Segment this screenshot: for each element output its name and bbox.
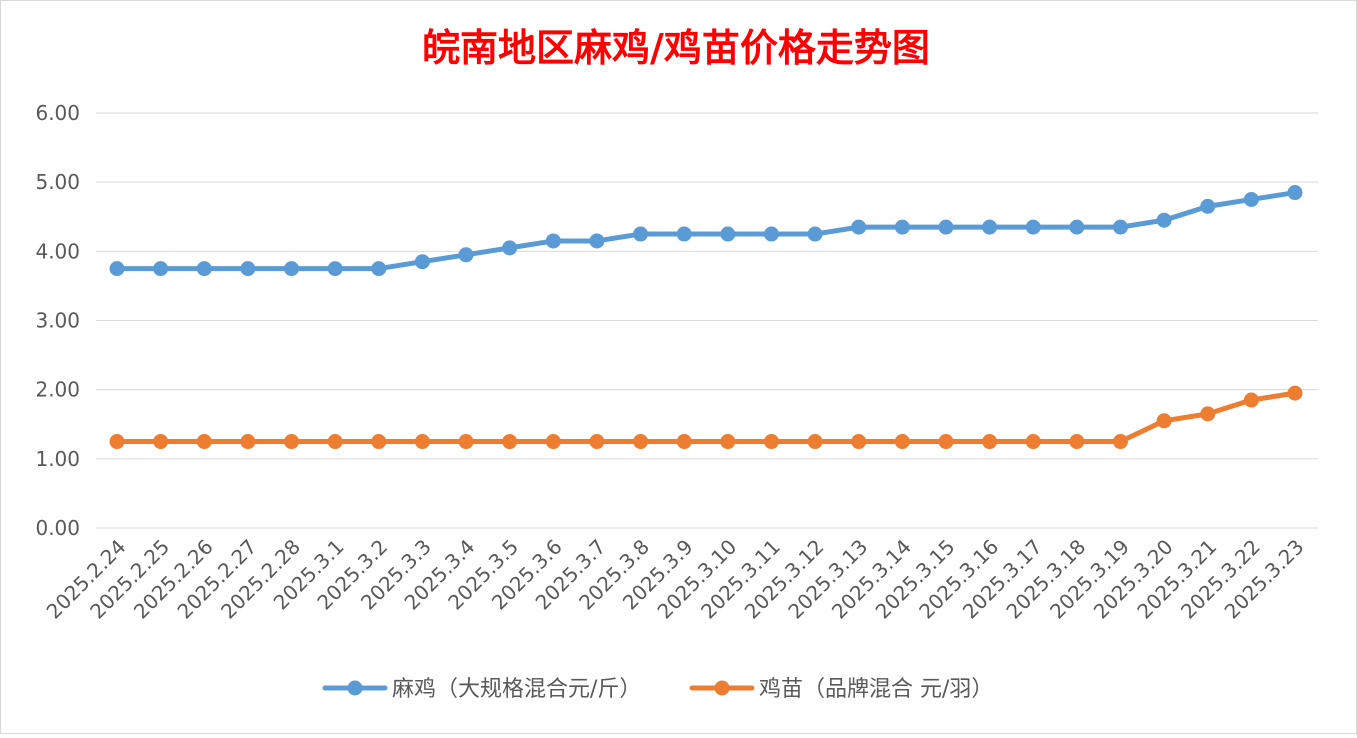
data-point [1287,385,1303,401]
data-point [807,434,823,450]
data-point [284,434,300,450]
data-point [807,226,823,242]
data-point [284,261,300,277]
legend-marker [714,680,730,696]
data-point [502,434,518,450]
y-tick-label: 2.00 [35,378,80,402]
data-point [1200,406,1216,422]
data-point [1243,191,1259,207]
series-2 [109,385,1303,450]
data-point [109,261,125,277]
y-tick-label: 3.00 [35,309,80,333]
data-point [458,247,474,263]
y-tick-label: 5.00 [35,170,80,194]
data-point [720,434,736,450]
data-point [240,434,256,450]
legend: 麻鸡（大规格混合元/斤） 鸡苗（品牌混合 元/羽） [322,677,993,702]
data-point [1287,185,1303,201]
data-point [153,434,169,450]
data-point [633,434,649,450]
series [109,185,1303,450]
data-point [1025,219,1041,235]
data-point [1112,434,1128,450]
data-point [458,434,474,450]
legend-marker [347,680,363,696]
legend-item: 麻鸡（大规格混合元/斤） [322,677,641,702]
data-point [589,434,605,450]
data-point [633,226,649,242]
y-tick-label: 6.00 [35,101,80,125]
data-point [414,434,430,450]
chart-title: 皖南地区麻鸡/鸡苗价格走势图 [422,25,930,70]
data-point [1243,392,1259,408]
data-point [327,261,343,277]
data-point [1200,198,1216,214]
data-point [851,434,867,450]
data-point [1069,434,1085,450]
gridlines [96,112,1318,529]
legend-label: 麻鸡（大规格混合元/斤） [392,677,641,702]
data-point [938,219,954,235]
data-point [1025,434,1041,450]
legend-label: 鸡苗（品牌混合 元/羽） [759,677,993,702]
data-point [1156,413,1172,429]
data-point [240,261,256,277]
data-point [1069,219,1085,235]
data-point [1112,219,1128,235]
y-tick-label: 0.00 [35,516,80,540]
data-point [982,434,998,450]
data-point [720,226,736,242]
data-point [327,434,343,450]
data-point [676,434,692,450]
data-point [153,261,169,277]
data-point [196,261,212,277]
data-point [763,434,779,450]
data-point [109,434,125,450]
data-point [371,261,387,277]
data-point [676,226,692,242]
series-line [114,390,1298,445]
data-point [545,434,561,450]
data-point [763,226,779,242]
data-point [414,254,430,270]
data-point [502,240,518,256]
series-1 [109,185,1303,277]
data-point [851,219,867,235]
y-tick-label: 4.00 [35,239,80,263]
x-axis-ticks: 2025.2.242025.2.252025.2.262025.2.272025… [42,535,1309,624]
y-axis-ticks: 0.00 1.00 2.00 3.00 4.00 5.00 6.00 [35,101,80,540]
y-tick-label: 1.00 [35,447,80,471]
data-point [894,219,910,235]
data-point [982,219,998,235]
data-point [371,434,387,450]
data-point [938,434,954,450]
data-point [894,434,910,450]
series-line [114,190,1298,272]
data-point [196,434,212,450]
data-point [545,233,561,249]
legend-item: 鸡苗（品牌混合 元/羽） [689,677,993,702]
data-point [1156,212,1172,228]
data-point [589,233,605,249]
